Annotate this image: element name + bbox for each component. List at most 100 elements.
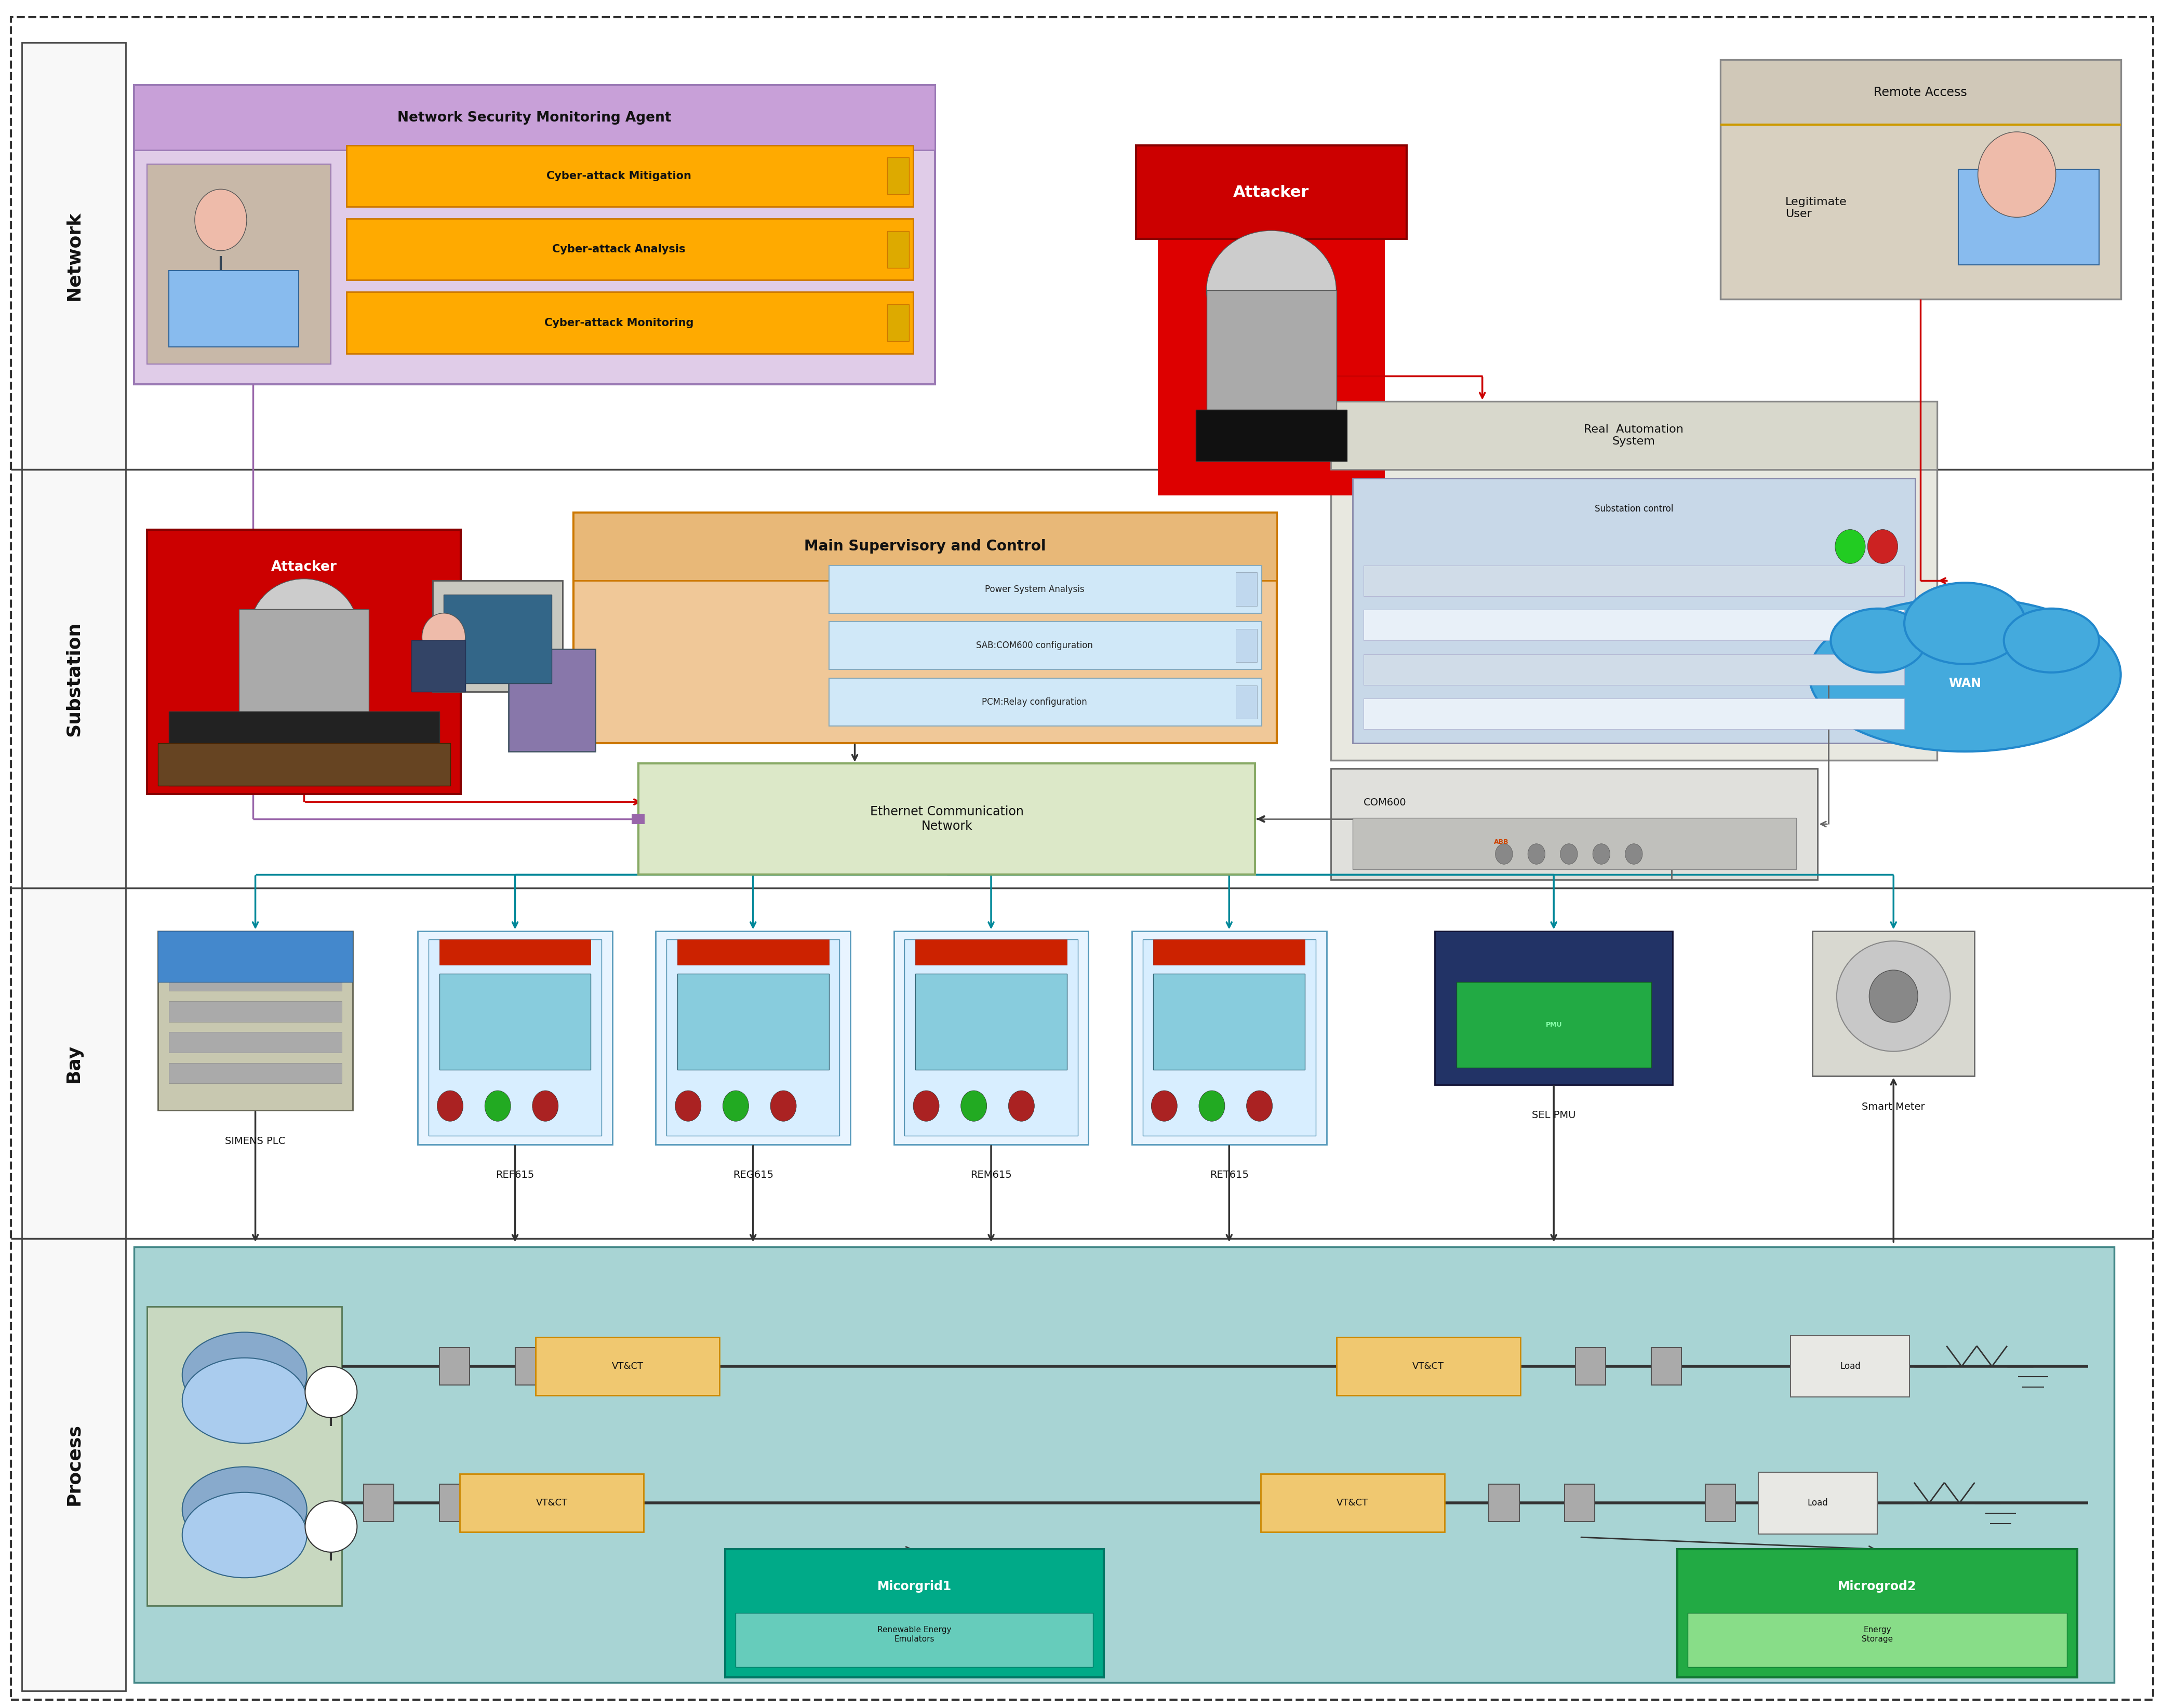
FancyBboxPatch shape: [509, 649, 595, 752]
FancyBboxPatch shape: [240, 610, 368, 721]
Text: VT&CT: VT&CT: [1413, 1361, 1443, 1372]
Ellipse shape: [1246, 1090, 1272, 1120]
Ellipse shape: [485, 1090, 511, 1120]
FancyBboxPatch shape: [1958, 169, 2099, 265]
FancyBboxPatch shape: [887, 231, 909, 268]
Text: Bay: Bay: [65, 1044, 82, 1083]
FancyBboxPatch shape: [169, 272, 299, 347]
Text: Load: Load: [1807, 1498, 1829, 1508]
FancyBboxPatch shape: [638, 763, 1255, 874]
FancyBboxPatch shape: [1331, 769, 1818, 880]
Ellipse shape: [1809, 598, 2121, 752]
Ellipse shape: [1528, 844, 1545, 864]
FancyBboxPatch shape: [1489, 1484, 1519, 1522]
FancyBboxPatch shape: [1813, 931, 1974, 1076]
FancyBboxPatch shape: [1363, 565, 1904, 596]
FancyBboxPatch shape: [1651, 1348, 1681, 1385]
Ellipse shape: [1835, 529, 1865, 564]
FancyBboxPatch shape: [1720, 60, 2121, 125]
Ellipse shape: [1978, 132, 2056, 217]
FancyBboxPatch shape: [1677, 1549, 2077, 1677]
FancyBboxPatch shape: [1236, 572, 1257, 606]
FancyBboxPatch shape: [1363, 654, 1904, 685]
Text: Ethernet Communication
Network: Ethernet Communication Network: [870, 806, 1024, 832]
Ellipse shape: [182, 1493, 307, 1578]
Text: Substation control: Substation control: [1595, 504, 1673, 514]
Text: Power System Analysis: Power System Analysis: [985, 584, 1084, 594]
FancyBboxPatch shape: [829, 622, 1262, 670]
FancyBboxPatch shape: [169, 1032, 342, 1052]
Ellipse shape: [1208, 231, 1337, 350]
FancyBboxPatch shape: [1132, 931, 1327, 1144]
FancyBboxPatch shape: [1136, 145, 1407, 239]
FancyBboxPatch shape: [22, 1238, 126, 1691]
FancyBboxPatch shape: [169, 712, 439, 786]
Text: SIMENS PLC: SIMENS PLC: [225, 1136, 286, 1146]
Text: Microgrod2: Microgrod2: [1837, 1580, 1917, 1594]
Text: Smart Meter: Smart Meter: [1861, 1102, 1926, 1112]
Ellipse shape: [1495, 844, 1513, 864]
FancyBboxPatch shape: [158, 931, 353, 982]
FancyBboxPatch shape: [433, 581, 563, 692]
Text: PMU: PMU: [1545, 1021, 1562, 1028]
Ellipse shape: [182, 1358, 307, 1443]
FancyBboxPatch shape: [169, 1001, 342, 1021]
Text: Attacker: Attacker: [270, 560, 338, 574]
FancyBboxPatch shape: [1435, 931, 1673, 1085]
FancyBboxPatch shape: [1208, 290, 1335, 410]
Text: Cyber-attack Monitoring: Cyber-attack Monitoring: [545, 318, 692, 328]
Ellipse shape: [770, 1090, 796, 1120]
FancyBboxPatch shape: [1688, 1612, 2067, 1667]
FancyBboxPatch shape: [667, 939, 840, 1136]
FancyBboxPatch shape: [1352, 478, 1915, 743]
FancyBboxPatch shape: [418, 931, 612, 1144]
FancyBboxPatch shape: [1363, 610, 1904, 640]
FancyBboxPatch shape: [1565, 1484, 1595, 1522]
Ellipse shape: [1625, 844, 1642, 864]
FancyBboxPatch shape: [1331, 401, 1937, 470]
Text: Substation: Substation: [65, 622, 82, 736]
FancyBboxPatch shape: [1363, 699, 1904, 729]
Ellipse shape: [1837, 941, 1950, 1052]
FancyBboxPatch shape: [1720, 60, 2121, 299]
Ellipse shape: [961, 1090, 987, 1120]
FancyBboxPatch shape: [346, 292, 913, 354]
FancyBboxPatch shape: [428, 939, 602, 1136]
Ellipse shape: [182, 1467, 307, 1553]
FancyBboxPatch shape: [1153, 939, 1305, 965]
FancyBboxPatch shape: [632, 815, 645, 825]
Ellipse shape: [1831, 608, 1926, 673]
FancyBboxPatch shape: [439, 939, 591, 965]
Text: Cyber-attack Analysis: Cyber-attack Analysis: [552, 244, 686, 254]
Text: Network Security Monitoring Agent: Network Security Monitoring Agent: [398, 111, 671, 125]
FancyBboxPatch shape: [1236, 629, 1257, 663]
Ellipse shape: [723, 1090, 749, 1120]
Text: Micorgrid1: Micorgrid1: [876, 1580, 952, 1594]
Ellipse shape: [1560, 844, 1578, 864]
FancyBboxPatch shape: [1337, 1337, 1519, 1395]
FancyBboxPatch shape: [169, 970, 342, 991]
FancyBboxPatch shape: [346, 145, 913, 207]
FancyBboxPatch shape: [829, 565, 1262, 613]
Text: RET615: RET615: [1210, 1170, 1249, 1180]
FancyBboxPatch shape: [459, 1474, 645, 1532]
FancyBboxPatch shape: [573, 512, 1277, 743]
FancyBboxPatch shape: [22, 470, 126, 888]
Text: Main Supervisory and Control: Main Supervisory and Control: [805, 540, 1045, 553]
FancyBboxPatch shape: [736, 1612, 1093, 1667]
FancyBboxPatch shape: [411, 640, 465, 692]
FancyBboxPatch shape: [656, 931, 850, 1144]
FancyBboxPatch shape: [829, 678, 1262, 726]
FancyBboxPatch shape: [515, 1348, 545, 1385]
Text: Renewable Energy
Emulators: Renewable Energy Emulators: [876, 1626, 952, 1643]
FancyBboxPatch shape: [364, 1484, 394, 1522]
Text: Real  Automation
System: Real Automation System: [1584, 424, 1684, 447]
FancyBboxPatch shape: [22, 43, 126, 470]
FancyBboxPatch shape: [439, 974, 591, 1069]
FancyBboxPatch shape: [147, 1307, 342, 1606]
FancyBboxPatch shape: [1352, 818, 1796, 869]
Ellipse shape: [195, 190, 247, 251]
Ellipse shape: [1151, 1090, 1177, 1120]
Ellipse shape: [437, 1090, 463, 1120]
FancyBboxPatch shape: [1195, 410, 1346, 461]
